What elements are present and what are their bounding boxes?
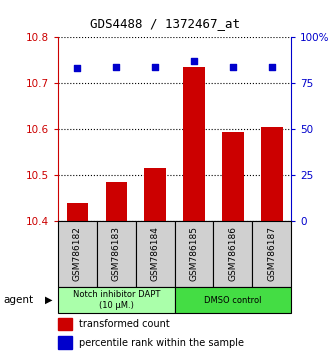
Text: percentile rank within the sample: percentile rank within the sample <box>79 338 244 348</box>
Point <box>153 64 158 69</box>
Text: agent: agent <box>3 295 33 305</box>
Text: transformed count: transformed count <box>79 319 170 329</box>
Text: Notch inhibitor DAPT
(10 μM.): Notch inhibitor DAPT (10 μM.) <box>72 290 160 310</box>
Text: GSM786182: GSM786182 <box>73 227 82 281</box>
Point <box>75 65 80 71</box>
Point <box>230 64 236 69</box>
Text: GSM786183: GSM786183 <box>112 227 121 281</box>
Text: GSM786184: GSM786184 <box>151 227 160 281</box>
Text: GSM786185: GSM786185 <box>190 227 199 281</box>
Bar <box>144 168 166 221</box>
Text: DMSO control: DMSO control <box>204 296 262 304</box>
Bar <box>136 221 174 287</box>
Point <box>114 64 119 69</box>
Bar <box>58 287 174 313</box>
Bar <box>67 203 88 221</box>
Text: GSM786186: GSM786186 <box>228 227 237 281</box>
Bar <box>213 221 252 287</box>
Bar <box>174 287 291 313</box>
Bar <box>58 318 72 330</box>
Text: GDS4488 / 1372467_at: GDS4488 / 1372467_at <box>90 17 241 30</box>
Bar <box>97 221 136 287</box>
Point <box>191 58 197 64</box>
Bar <box>183 67 205 221</box>
Bar <box>222 131 244 221</box>
Bar <box>261 127 283 221</box>
Point <box>269 64 274 69</box>
Text: GSM786187: GSM786187 <box>267 227 276 281</box>
Bar <box>58 336 72 349</box>
Bar <box>252 221 291 287</box>
Bar <box>106 182 127 221</box>
Text: ▶: ▶ <box>45 295 52 305</box>
Bar <box>174 221 213 287</box>
Bar <box>58 221 97 287</box>
